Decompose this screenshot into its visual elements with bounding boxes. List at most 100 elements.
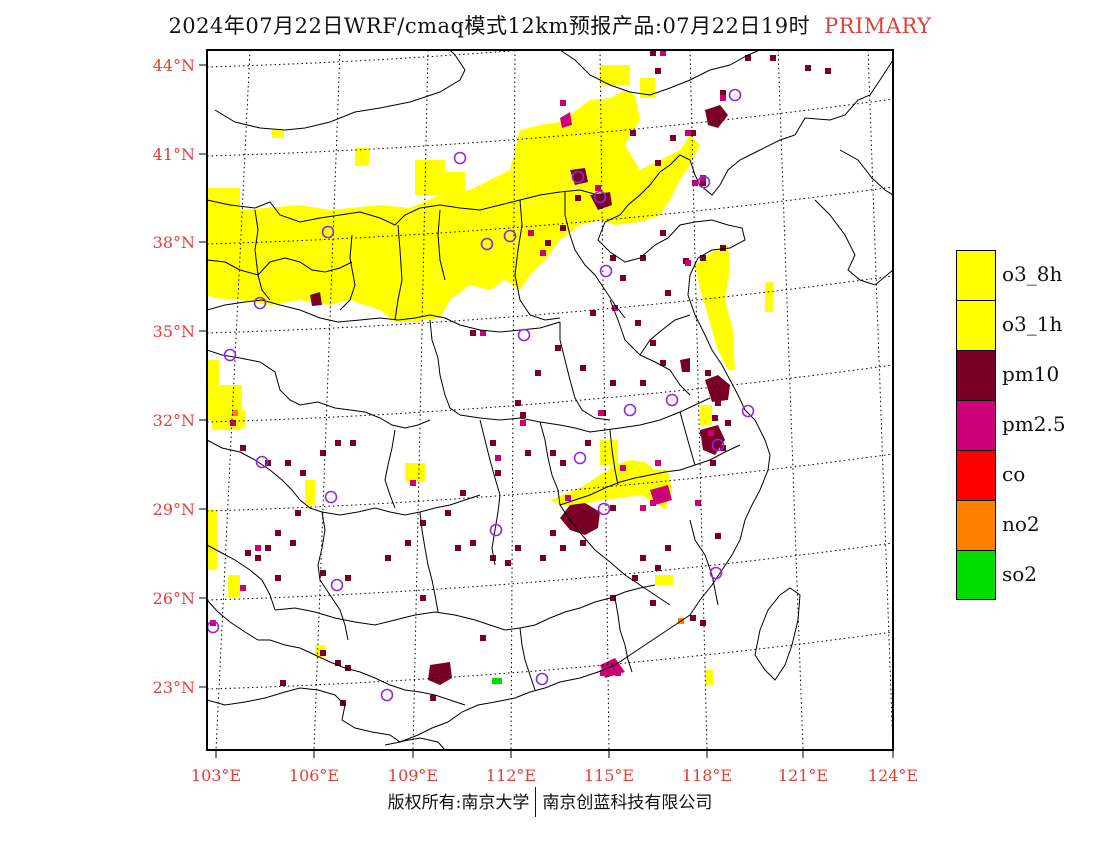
pollutant-cell — [660, 360, 666, 366]
pollutant-cell — [640, 505, 646, 511]
pollutant-cell — [590, 310, 596, 316]
pollutant-cell — [560, 225, 566, 231]
pollutant-cell — [550, 460, 672, 510]
pollutant-cell — [690, 130, 696, 136]
pollutant-cell — [692, 180, 698, 186]
pollutant-cell — [745, 55, 751, 61]
pollutant-cell — [580, 540, 586, 546]
pollutant-cell — [655, 460, 661, 466]
pollutant-cell — [520, 412, 526, 418]
lon-label: 106°E — [289, 766, 339, 785]
pollutant-cell — [515, 545, 521, 551]
pollutant-cell — [655, 565, 661, 571]
legend-swatch — [956, 350, 996, 400]
pollutant-cell — [700, 180, 706, 186]
station-marker — [253, 296, 267, 310]
pollutant-cell — [600, 670, 606, 676]
station-marker — [489, 523, 503, 537]
monitoring-stations — [207, 88, 755, 702]
pollutant-cell — [600, 658, 625, 678]
station-marker — [711, 438, 725, 452]
station-marker — [697, 175, 711, 189]
pollutant-cell — [230, 420, 236, 426]
pollutant-cell — [240, 585, 246, 591]
station-marker — [593, 190, 607, 204]
pollutant-cell — [430, 695, 436, 701]
legend-swatch — [956, 550, 996, 600]
northern-border — [214, 50, 466, 131]
pollutant-cell — [515, 400, 521, 406]
pollutant-cell — [295, 510, 301, 516]
pollutant-cell — [635, 320, 641, 326]
pollutant-cell — [620, 465, 626, 471]
pollutant-cell — [650, 500, 656, 506]
pollutant-cell — [410, 480, 416, 486]
pollutant-cell — [520, 420, 526, 426]
pollutant-cell — [825, 68, 831, 74]
legend-swatch — [956, 500, 996, 550]
hainan-island — [397, 737, 446, 750]
pollutant-cell — [495, 470, 501, 476]
pollutant-cell — [560, 545, 566, 551]
pollutant-cell — [695, 500, 701, 506]
station-marker — [597, 502, 611, 516]
pollutant-cell — [630, 130, 636, 136]
pollutant-cell — [708, 430, 714, 436]
legend-label: no2 — [1002, 512, 1040, 536]
lat-label: 38°N — [153, 233, 195, 252]
pollutant-cell — [560, 112, 572, 128]
pollutant-cell — [650, 485, 672, 505]
primary-pollutant-label: PRIMARY — [824, 14, 932, 38]
pollutant-cell — [232, 410, 238, 416]
lon-label: 115°E — [584, 766, 634, 785]
pollutant-cell — [660, 230, 666, 236]
pollutant-cell — [335, 440, 341, 446]
pollutant-cell — [245, 550, 251, 556]
pollutant-cell — [240, 445, 246, 451]
footer-separator — [535, 786, 537, 817]
pollutant-cell — [655, 160, 661, 166]
lat-label: 44°N — [153, 56, 195, 75]
pollutant-cell — [420, 595, 426, 601]
copyright-right: 南京创蓝科技有限公司 — [542, 793, 713, 813]
pollutant-cell — [765, 282, 773, 312]
station-marker — [330, 578, 344, 592]
pollutant-cell — [235, 410, 245, 428]
pollutant-cell — [590, 192, 612, 210]
pollutant-cell — [460, 490, 466, 496]
pollutant-cell — [490, 440, 496, 446]
lat-label: 32°N — [153, 411, 195, 430]
pollutant-cell — [265, 545, 271, 551]
station-marker — [535, 672, 549, 686]
pollutant-cell — [275, 530, 281, 536]
pollutant-cell — [650, 50, 656, 56]
pollutant-cell — [612, 305, 618, 311]
pollutant-cell — [690, 615, 696, 621]
pollutant-cell — [640, 380, 646, 386]
pollutant-cell — [585, 440, 591, 446]
pollutant-cell — [480, 635, 486, 641]
pollutant-cell — [545, 240, 551, 246]
station-marker — [665, 393, 679, 407]
lon-label: 103°E — [191, 766, 241, 785]
pollutant-cell — [555, 345, 561, 351]
pollutant-cell — [700, 620, 706, 626]
pollutant-cell — [705, 375, 730, 402]
pollutant-cell — [665, 545, 671, 551]
pollutant-cell — [540, 555, 546, 561]
pollutant-cell — [598, 410, 604, 416]
pollutant-cell — [715, 533, 721, 539]
legend-swatch — [956, 450, 996, 500]
pollutant-cell — [300, 470, 306, 476]
lat-label: 26°N — [153, 589, 195, 608]
pollutant-cell — [228, 575, 240, 597]
pollutant-cell — [580, 365, 586, 371]
station-marker — [573, 451, 587, 465]
pollutant-cell — [600, 440, 618, 465]
lon-label: 112°E — [486, 766, 536, 785]
title-text: 2024年07月22日WRF/cmaq模式12km预报产品:07月22日19时 — [168, 14, 811, 38]
station-marker — [380, 688, 394, 702]
pollutant-cell — [560, 503, 600, 535]
pollutant-cell — [550, 530, 556, 536]
